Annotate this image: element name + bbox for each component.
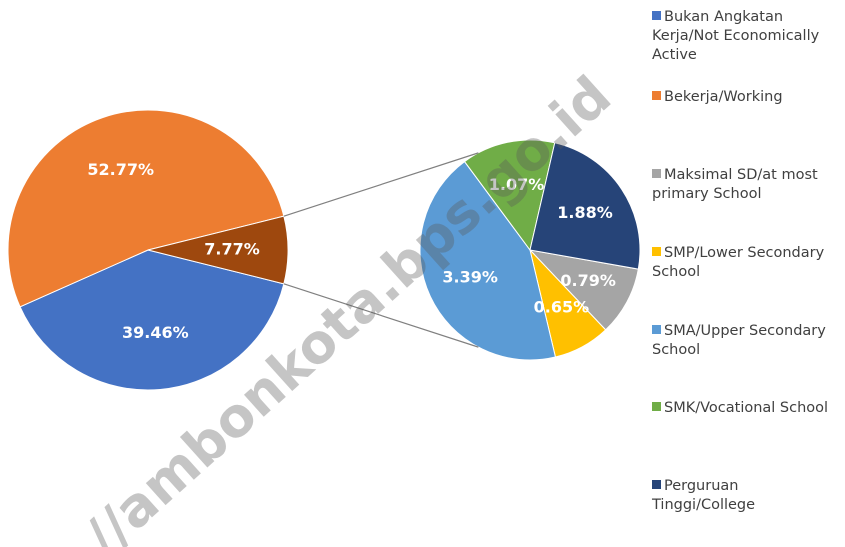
- data-label: 1.07%: [489, 175, 545, 194]
- legend-label: SMA/Upper Secondary School: [652, 323, 826, 358]
- data-label: 0.79%: [560, 271, 616, 290]
- legend-label: Bukan Angkatan Kerja/Not Economically Ac…: [652, 9, 820, 63]
- data-label: 3.39%: [442, 267, 498, 286]
- legend-swatch: [652, 169, 661, 178]
- data-label: 52.77%: [87, 160, 154, 179]
- legend-label: Perguruan Tinggi/College: [652, 478, 756, 513]
- legend-swatch: [652, 91, 661, 100]
- connector-line: [283, 283, 479, 348]
- legend-swatch: [652, 247, 661, 256]
- legend-item: SMA/Upper Secondary School: [652, 322, 842, 360]
- connector-line: [283, 152, 479, 217]
- pie-slice: [147, 215, 289, 285]
- legend-swatch: [652, 11, 661, 20]
- data-label: 0.65%: [534, 298, 590, 317]
- pie-slice: [529, 142, 641, 270]
- pie-slice: [463, 139, 556, 252]
- pie-slice: [7, 109, 285, 308]
- legend-label: SMK/Vocational School: [664, 400, 829, 416]
- legend-item: Maksimal SD/at most primary School: [652, 166, 842, 204]
- legend-label: SMP/Lower Secondary School: [652, 245, 825, 280]
- legend-swatch: [652, 325, 661, 334]
- data-label: 7.77%: [204, 240, 260, 259]
- legend-item: Perguruan Tinggi/College: [652, 477, 842, 515]
- pie-slice: [19, 249, 285, 391]
- pie-slice: [419, 160, 557, 361]
- legend-item: SMK/Vocational School: [652, 399, 842, 418]
- data-label: 39.46%: [122, 323, 189, 342]
- legend-label: Bekerja/Working: [664, 89, 783, 105]
- data-label: 1.88%: [557, 203, 613, 222]
- legend-label: Maksimal SD/at most primary School: [652, 167, 818, 202]
- legend-item: Bukan Angkatan Kerja/Not Economically Ac…: [652, 8, 842, 65]
- pie-slice: [528, 249, 639, 331]
- legend-item: Bekerja/Working: [652, 88, 842, 107]
- legend-swatch: [652, 480, 661, 489]
- legend-item: SMP/Lower Secondary School: [652, 244, 842, 282]
- legend-swatch: [652, 402, 661, 411]
